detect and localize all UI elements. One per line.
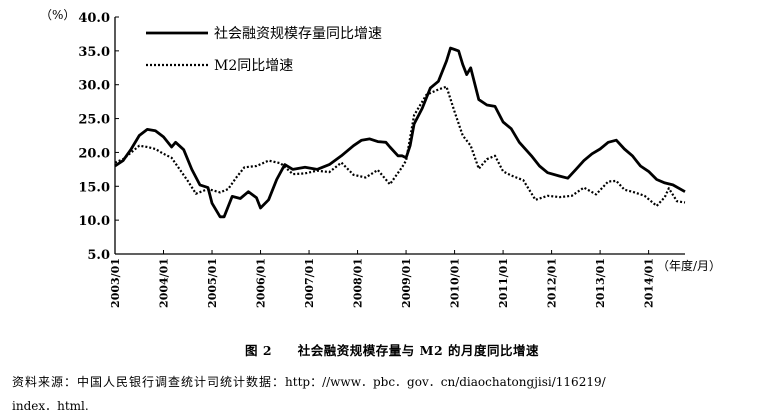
series-line-m2 [114,85,686,207]
x-tick-label: 2006/01 [255,258,268,308]
figure-number: 图 2 [244,343,273,358]
x-tick-label: 2005/01 [206,258,219,308]
chart-series [114,46,686,219]
y-tick-label: 35.0 [78,45,110,60]
data-source-note: 资料来源：中国人民银行调查统计司统计数据：http：//www．pbc．gov．… [12,370,782,418]
y-tick-label: 5.0 [87,248,110,263]
y-tick-label: 30.0 [78,79,110,94]
figure-caption: 图 2 社会融资规模存量与 M2 的月度同比增速 [0,340,784,359]
y-axis-ticks: 5.0 10.0 15.0 20.0 25.0 30.0 35.0 40.0 [78,11,119,263]
figure-title: 社会融资规模存量与 M2 的月度同比增速 [297,343,540,358]
legend-label: 社会融资规模存量同比增速 [214,26,382,42]
y-axis-unit-label: （%） [40,8,75,22]
x-tick-label: 2009/01 [400,258,413,308]
x-axis-unit-label: （年度/月） [657,258,721,273]
x-tick-label: 2007/01 [303,258,316,308]
source-url-line2: index．html. [12,399,89,413]
x-tick-label: 2012/01 [546,258,559,308]
y-tick-label: 15.0 [78,180,110,195]
y-tick-label: 25.0 [78,113,110,128]
x-tick-label: 2011/01 [497,258,510,308]
x-tick-label: 2014/01 [643,258,656,308]
x-tick-label: 2003/01 [109,258,122,308]
y-tick-label: 20.0 [78,146,110,161]
chart-legend: 社会融资规模存量同比增速 M2同比增速 [146,26,382,74]
chart-axes [114,17,685,255]
source-url-line1: http：//www．pbc．gov．cn/diaochatongjisi/11… [285,375,606,389]
source-label: 资料来源：中国人民银行调查统计司统计数据： [12,375,286,389]
x-axis-ticks: 2003/01 2004/01 2005/01 2006/01 2007/01 2008/… [109,250,656,308]
x-tick-label: 2008/01 [352,258,365,308]
x-tick-label: 2013/01 [594,258,607,308]
y-tick-label: 40.0 [78,11,110,26]
y-tick-label: 10.0 [78,214,110,229]
line-chart: 5.010.015.020.025.030.035.040.0 2003/01 2… [40,8,721,308]
x-tick-label: 2004/01 [158,258,171,308]
legend-label: M2同比增速 [214,58,293,74]
x-tick-label: 2010/01 [449,258,462,308]
